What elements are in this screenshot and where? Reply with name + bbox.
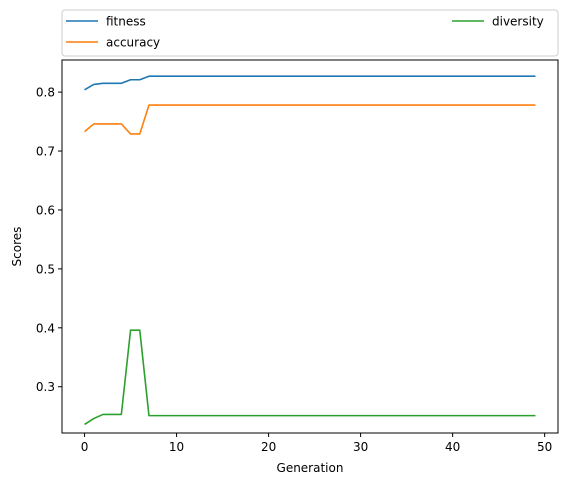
x-tick-label: 50 xyxy=(537,440,552,454)
legend: fitness accuracy diversity xyxy=(62,10,558,56)
y-axis-label: Scores xyxy=(10,227,24,267)
legend-label-diversity: diversity xyxy=(492,15,544,29)
y-tick-label: 0.7 xyxy=(36,145,55,159)
x-axis-label: Generation xyxy=(277,461,344,475)
x-tick-label: 40 xyxy=(445,440,460,454)
y-tick-label: 0.6 xyxy=(36,203,55,217)
legend-label-fitness: fitness xyxy=(106,15,146,29)
x-tick-label: 30 xyxy=(353,440,368,454)
y-tick-label: 0.8 xyxy=(36,86,55,100)
y-tick-label: 0.5 xyxy=(36,262,55,276)
x-tick-label: 10 xyxy=(169,440,184,454)
y-tick-label: 0.3 xyxy=(36,380,55,394)
y-tick-label: 0.4 xyxy=(36,321,55,335)
x-tick-label: 0 xyxy=(81,440,89,454)
x-tick-label: 20 xyxy=(261,440,276,454)
legend-label-accuracy: accuracy xyxy=(106,36,160,50)
